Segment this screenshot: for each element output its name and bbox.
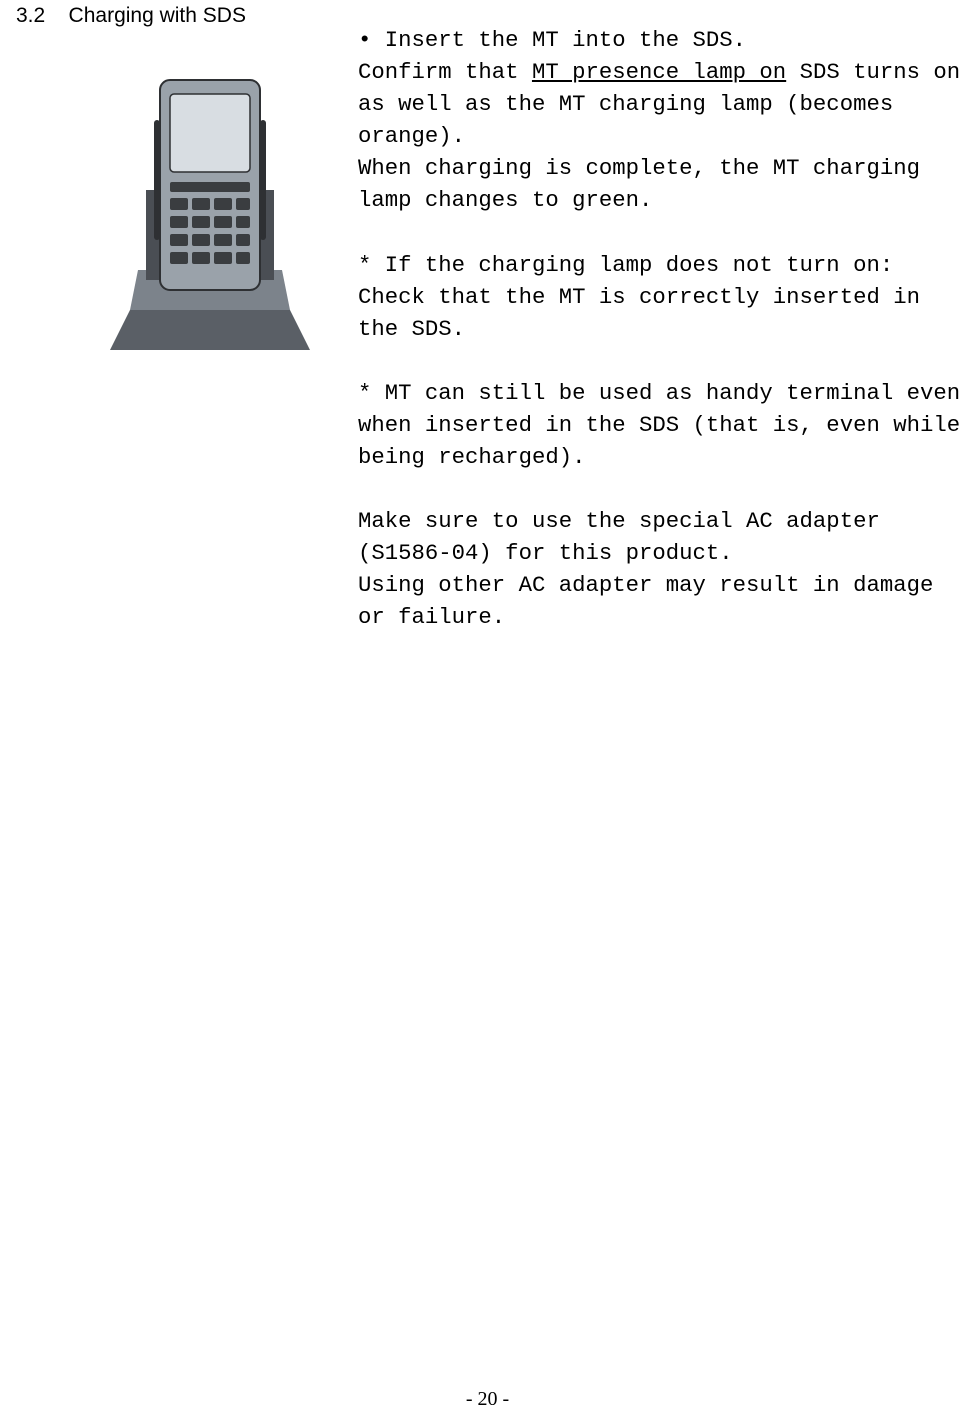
para-1b-pre: Confirm that [358,59,532,85]
spacer [358,473,968,505]
section-heading: 3.2 Charging with SDS [16,4,246,28]
para-2b: Check that the MT is correctly inserted … [358,281,968,345]
para-1c: When charging is complete, the MT chargi… [358,152,968,216]
para-2a: * If the charging lamp does not turn on: [358,249,968,281]
spacer [358,217,968,249]
para-4b: Using other AC adapter may result in dam… [358,569,968,633]
para-4a: Make sure to use the special AC adapter … [358,505,968,569]
mt-in-sds-drawing [110,60,310,360]
section-number: 3.2 [16,4,45,27]
para-1b: Confirm that MT presence lamp on SDS tur… [358,56,968,152]
para-3: * MT can still be used as handy terminal… [358,377,968,473]
device-illustration [80,30,340,390]
spacer [358,345,968,377]
para-1a: • Insert the MT into the SDS. [358,24,968,56]
section-title: Charging with SDS [69,4,246,27]
page-number: - 20 - [0,1388,975,1411]
instruction-text: • Insert the MT into the SDS. Confirm th… [358,24,968,634]
para-1b-underlined: MT presence lamp on [532,59,786,85]
